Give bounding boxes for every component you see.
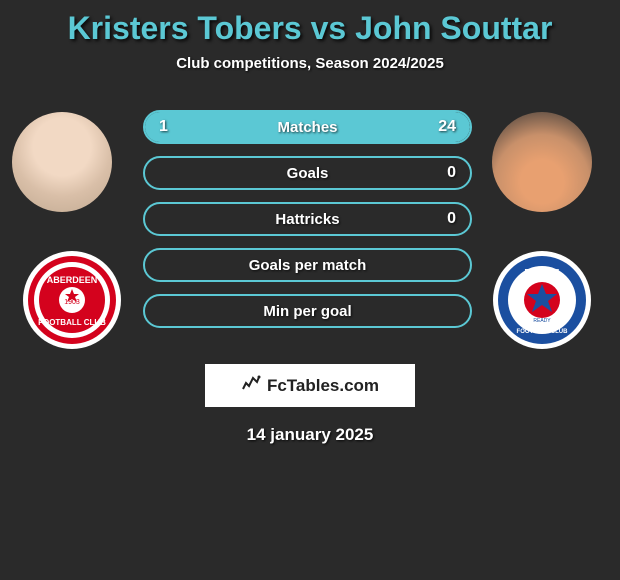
svg-text:RANGERS: RANGERS: [524, 269, 559, 276]
stat-right-value: 24: [438, 112, 456, 142]
player-right-avatar: [492, 112, 592, 212]
aberdeen-crest-icon: ABERDEEN FOOTBALL CLUB 1903: [22, 250, 122, 350]
stat-label: Hattricks: [145, 204, 470, 234]
stat-label: Goals per match: [145, 250, 470, 280]
stat-row-goals: Goals 0: [143, 156, 472, 190]
source-badge: FcTables.com: [205, 364, 415, 407]
stat-rows: 1 Matches 24 Goals 0 Hattricks 0: [143, 110, 472, 340]
stat-row-min-per-goal: Min per goal: [143, 294, 472, 328]
date: 14 january 2025: [8, 425, 612, 445]
fctables-logo-icon: [241, 373, 261, 398]
stat-label: Matches: [145, 112, 470, 142]
stat-label: Min per goal: [145, 296, 470, 326]
stat-right-value: 0: [447, 158, 456, 188]
stat-row-goals-per-match: Goals per match: [143, 248, 472, 282]
svg-text:READY: READY: [533, 318, 551, 324]
main-area: ABERDEEN FOOTBALL CLUB 1903 RANGERS FOOT…: [8, 102, 612, 342]
stat-row-matches: 1 Matches 24: [143, 110, 472, 144]
svg-text:ABERDEEN: ABERDEEN: [47, 275, 98, 285]
source-badge-text: FcTables.com: [267, 376, 379, 396]
page-title: Kristers Tobers vs John Souttar: [8, 10, 612, 47]
svg-text:FOOTBALL CLUB: FOOTBALL CLUB: [38, 318, 106, 327]
svg-text:FOOTBALL CLUB: FOOTBALL CLUB: [517, 329, 569, 335]
stat-label: Goals: [145, 158, 470, 188]
rangers-crest-icon: RANGERS FOOTBALL CLUB READY: [492, 250, 592, 350]
club-right-badge: RANGERS FOOTBALL CLUB READY: [492, 250, 592, 350]
stat-right-value: 0: [447, 204, 456, 234]
stat-row-hattricks: Hattricks 0: [143, 202, 472, 236]
club-left-badge: ABERDEEN FOOTBALL CLUB 1903: [22, 250, 122, 350]
subtitle: Club competitions, Season 2024/2025: [8, 55, 612, 72]
player-left-avatar: [12, 112, 112, 212]
svg-text:1903: 1903: [64, 299, 80, 306]
comparison-card: Kristers Tobers vs John Souttar Club com…: [0, 0, 620, 455]
